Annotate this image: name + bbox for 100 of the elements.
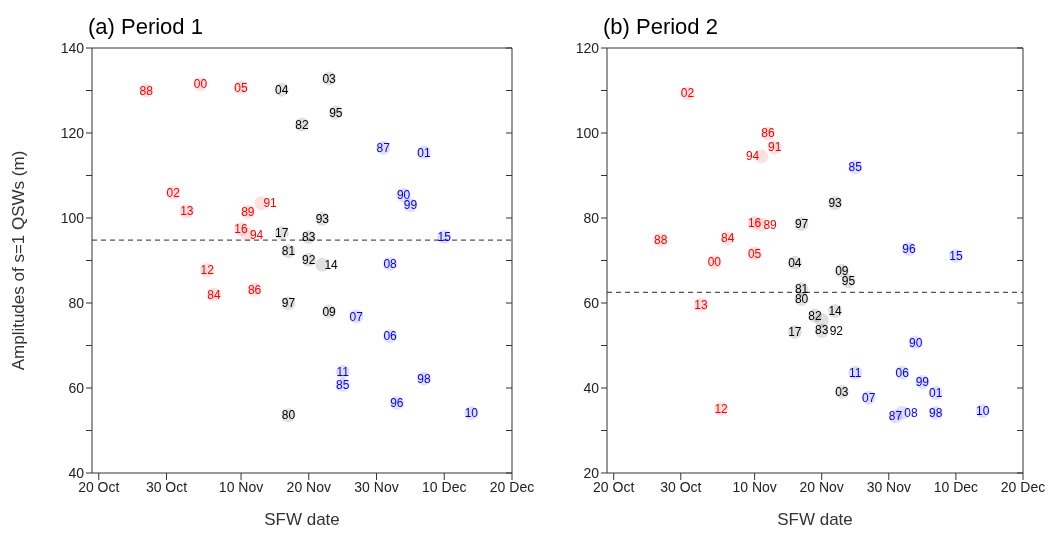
annotation: 08 [383,256,398,271]
annotation: 97 [794,216,809,231]
annotation: 12 [714,401,729,416]
annotation: 11 [336,364,350,379]
annotation: 00 [193,77,208,92]
annotation: 99 [915,375,930,390]
annotation: 91 [768,140,782,155]
annotation: 83 [815,323,829,337]
annotation: 87 [376,140,391,155]
y-tick-label: 120 [575,39,600,56]
y-tick-label: 100 [60,209,85,226]
annotation: 84 [207,287,221,302]
annotation: 08 [904,405,918,420]
annotation: 05 [747,246,762,261]
annotation: 14 [828,304,843,319]
annotation: 05 [234,80,249,95]
y-tick-label: 60 [583,294,600,311]
annotation: 00 [707,255,722,270]
annotation: 02 [680,86,695,101]
annotation: 89 [763,217,778,232]
x-axis-title: SFW date [777,510,853,529]
annotation: 17 [788,324,802,339]
annotation: 87 [888,409,903,424]
annotation: 02 [166,185,181,200]
annotation: 80 [794,292,809,307]
annotation: 95 [329,105,343,120]
x-tick-label: 20 Dec [1000,478,1046,495]
annotation: 12 [200,263,215,278]
annotation: 09 [322,304,337,319]
x-axis-title: SFW date [264,510,340,529]
x-tick-label: 10 Dec [933,478,979,495]
x-tick-label: 30 Nov [866,478,911,495]
annotation: 88 [139,83,154,98]
x-tick-label: 10 Nov [732,478,777,495]
y-tick-label: 60 [68,379,85,396]
x-tick-label: 30 Oct [660,478,702,495]
annotation: 13 [694,297,708,312]
annotation: 89 [241,205,255,220]
annotation: 83 [302,230,316,245]
annotation: 86 [247,282,262,297]
annotation: 16 [747,216,762,231]
annotation: 85 [335,378,350,393]
y-axis-title: Amplitudes of s=1 QSWs (m) [9,150,29,371]
annotation: 84 [721,231,735,246]
x-tick-label: 20 Oct [78,478,120,495]
x-tick-label: 30 Oct [145,478,188,495]
x-tick-label: 10 Dec [422,478,467,495]
annotation: 10 [464,406,479,421]
annotation: 07 [862,390,876,405]
annotation: 96 [902,242,916,257]
x-tick-label: 30 Nov [354,478,399,495]
y-tick-label: 120 [60,124,85,141]
x-tick-label: 20 Oct [593,478,635,495]
annotation: 98 [929,406,943,421]
annotation: 15 [437,229,452,244]
annotation: 01 [417,145,431,160]
annotation: 91 [263,196,278,211]
annotation: 93 [828,196,843,211]
annotation: 99 [403,198,418,213]
annotation: 06 [895,365,910,380]
y-tick-label: 140 [60,39,85,56]
annotation: 93 [315,211,330,226]
annotation: 86 [761,126,776,141]
chart-title: (a) Period 1 [88,14,203,40]
annotation: 17 [275,225,289,240]
annotation: 03 [835,384,849,399]
annotation: 07 [349,309,364,324]
annotation: 92 [302,252,316,267]
annotation: 16 [234,222,249,237]
annotation: 81 [281,244,296,259]
annotation: 94 [745,149,760,164]
annotation: 90 [908,335,923,350]
chart-title: (b) Period 2 [603,14,718,40]
annotation: 92 [829,324,844,339]
x-tick-label: 10 Nov [218,478,264,495]
annotation: 11 [849,365,862,380]
x-tick-label: 20 Dec [489,478,535,495]
annotation: 14 [324,257,339,272]
annotation: 15 [949,248,963,263]
annotation: 85 [848,160,863,174]
annotation: 04 [275,82,289,97]
x-tick-label: 20 Nov [286,478,331,495]
y-tick-label: 100 [575,124,600,141]
annotation: 13 [180,204,194,219]
annotation: 94 [249,227,264,242]
annotation: 98 [417,371,431,386]
y-tick-label: 80 [583,209,600,226]
annotation: 88 [654,233,668,248]
y-tick-label: 40 [583,379,600,396]
annotation: 80 [281,408,296,423]
annotation: 82 [808,308,822,323]
annotation: 82 [295,117,309,132]
x-tick-label: 20 Nov [799,478,844,495]
annotation: 03 [322,71,337,86]
y-tick-label: 40 [68,464,85,481]
annotation: 01 [929,386,943,401]
annotation: 96 [390,395,404,410]
y-tick-label: 80 [68,294,85,311]
annotation: 95 [841,274,856,289]
annotation: 97 [281,296,296,311]
